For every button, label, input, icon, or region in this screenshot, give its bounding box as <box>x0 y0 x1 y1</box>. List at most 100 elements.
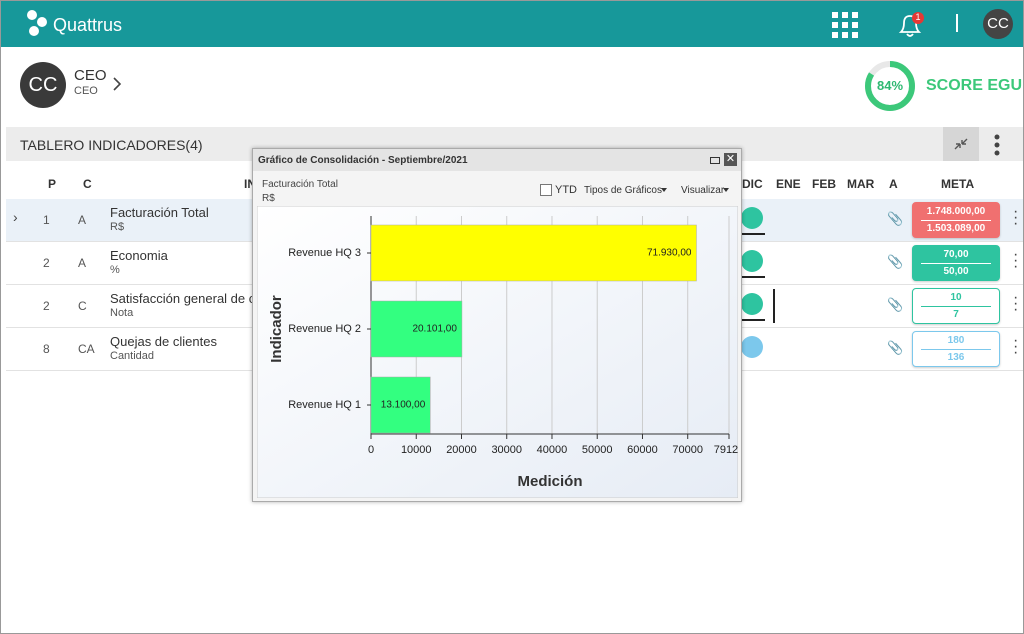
meta-target: 70,00 <box>921 249 991 264</box>
meta-box: 10 7 <box>912 288 1000 324</box>
y-tick-label: Revenue HQ 3 <box>288 247 361 259</box>
collapse-button[interactable] <box>943 127 979 161</box>
menu-button[interactable] <box>991 133 1003 157</box>
expand-arrow: › <box>13 209 18 225</box>
score-label: 84% <box>876 78 904 93</box>
bar <box>370 300 463 358</box>
x-tick-label: 50000 <box>582 444 613 456</box>
column-header: MAR <box>847 177 875 191</box>
indicator-unit: Nota <box>110 307 134 319</box>
priority: 2 <box>43 256 50 270</box>
caret <box>661 188 667 192</box>
ytd-label: YTD <box>555 184 577 196</box>
x-tick-label: 10000 <box>401 444 432 456</box>
value-label: 20.101,00 <box>412 324 457 335</box>
popup-indicator: Facturación Total <box>262 179 338 190</box>
priority: 2 <box>43 299 50 313</box>
ytd-checkbox[interactable] <box>540 184 552 196</box>
meta-actual: 136 <box>947 352 965 363</box>
row-menu[interactable]: · · · <box>1013 289 1019 318</box>
maximize-button[interactable] <box>710 157 720 164</box>
profile-chevron[interactable] <box>111 76 123 92</box>
chart-types-menu[interactable]: Tipos de Gráficos <box>584 185 662 196</box>
bar <box>370 376 431 434</box>
category: CA <box>78 342 95 356</box>
indicator-name: Economia <box>110 248 168 263</box>
dashboard-header: TABLERO INDICADORES(4) <box>6 127 1023 161</box>
score-arc <box>865 61 915 111</box>
row-menu[interactable]: · · · <box>1013 246 1019 275</box>
x-tick-label: 40000 <box>537 444 568 456</box>
popup-titlebar: Gráfico de Consolidación - Septiembre/20… <box>253 149 741 171</box>
indicator-name: Satisfacción general de c <box>110 291 256 306</box>
y-tick-label: Revenue HQ 1 <box>288 399 361 411</box>
column-header: DIC <box>742 177 763 191</box>
score-ring <box>865 61 915 111</box>
status-underline <box>739 276 765 278</box>
meta-target: 1.748.000,00 <box>921 206 991 221</box>
meta-actual: 1.503.089,00 <box>926 223 986 234</box>
status-dot <box>741 293 763 315</box>
x-tick-label: 60000 <box>627 444 658 456</box>
popup-title: Gráfico de Consolidación - Septiembre/20… <box>258 155 468 166</box>
attachment[interactable]: 📎 <box>887 254 904 269</box>
y-axis-title: Indicador <box>268 295 285 363</box>
notifications-button[interactable] <box>896 10 926 40</box>
apps-button[interactable] <box>832 12 858 38</box>
status-underline <box>739 233 765 235</box>
meta-box: 70,00 50,00 <box>912 245 1000 281</box>
logo-icon <box>27 10 47 36</box>
status-dot <box>741 207 763 229</box>
meta-target: 10 <box>921 292 991 307</box>
cursor-bar <box>773 289 775 323</box>
brand: Quattrus <box>53 15 123 35</box>
attachment[interactable]: 📎 <box>887 340 904 355</box>
column-header: A <box>889 177 898 191</box>
category: A <box>78 213 87 227</box>
y-tick-label: Revenue HQ 2 <box>288 323 361 335</box>
value-label: 13.100,00 <box>381 400 426 411</box>
top-bar: Quattrus 1 CC <box>1 1 1023 47</box>
x-tick-label: 20000 <box>446 444 477 456</box>
meta-target: 180 <box>921 335 991 350</box>
x-tick-label: 79123 <box>714 444 738 456</box>
indicator-unit: R$ <box>110 221 125 233</box>
column-header: C <box>83 177 92 191</box>
category: C <box>78 299 87 313</box>
dashboard-title: TABLERO INDICADORES(4) <box>20 137 203 153</box>
row-menu[interactable]: · · · <box>1013 203 1019 232</box>
indicator-unit: % <box>110 264 120 276</box>
x-tick-label: 30000 <box>491 444 522 456</box>
meta-box: 180 136 <box>912 331 1000 367</box>
priority: 8 <box>43 342 50 356</box>
profile-avatar: CC <box>20 62 66 108</box>
profile-sub: CEO <box>74 85 98 97</box>
chart: 0 10000 20000 30000 40000 50000 60000 70000 7912… <box>257 206 738 498</box>
x-tick-label: 0 <box>368 444 374 456</box>
meta-actual: 7 <box>953 309 959 320</box>
view-menu[interactable]: Visualizar <box>681 185 725 196</box>
x-tick-label: 70000 <box>672 444 703 456</box>
column-header: FEB <box>812 177 836 191</box>
score-title: SCORE EGU <box>926 77 1023 94</box>
badge: 1 <box>915 12 921 22</box>
row-menu[interactable]: · · · <box>1013 332 1019 361</box>
priority: 1 <box>43 213 50 227</box>
indicator-name: Facturación Total <box>110 205 209 220</box>
caret <box>723 188 729 192</box>
column-header: ENE <box>776 177 801 191</box>
status-dot <box>741 250 763 272</box>
column-header: P <box>48 177 57 191</box>
meta-actual: 50,00 <box>943 266 969 277</box>
indicator-name: Quejas de clientes <box>110 334 217 349</box>
user-avatar[interactable]: CC <box>983 9 1013 39</box>
x-axis-title: Medición <box>517 473 582 490</box>
column-header: META <box>941 177 975 191</box>
attachment[interactable]: 📎 <box>887 211 904 226</box>
close-button[interactable]: ✕ <box>724 153 737 166</box>
attachment[interactable]: 📎 <box>887 297 904 312</box>
popup: Gráfico de Consolidación - Septiembre/20… <box>252 148 742 502</box>
indicator-unit: Cantidad <box>110 350 155 362</box>
meta-box: 1.748.000,00 1.503.089,00 <box>912 202 1000 238</box>
